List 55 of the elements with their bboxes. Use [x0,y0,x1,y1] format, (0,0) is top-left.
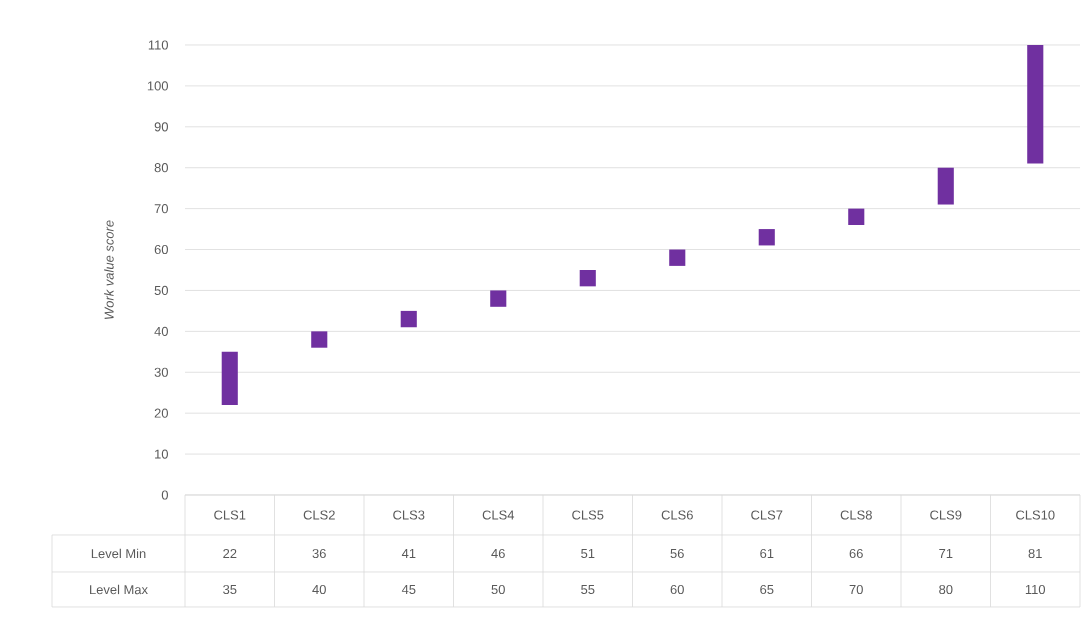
text: 66 [849,548,863,559]
x-tick-label: CLS6 [661,510,693,520]
text: 40 [312,584,326,595]
text: 81 [1028,548,1042,559]
bar [848,208,865,225]
y-tick-label: 30 [154,367,168,377]
y-tick-label: 110 [148,40,168,50]
x-tick-label: CLS9 [930,510,962,520]
text: 70 [849,584,863,595]
x-tick-label: CLS2 [303,510,335,520]
y-tick-label: 70 [154,204,168,214]
x-tick-label: CLS4 [482,510,515,520]
text: 45 [401,584,416,594]
x-tick-label: CLS3 [393,510,425,520]
y-tick-label: 60 [154,244,168,255]
x-tick-label: CLS1 [214,510,246,520]
bar [937,167,954,205]
text: 22 [223,548,237,559]
y-tick-label: 10 [155,449,168,459]
text: 56 [670,548,684,559]
text: 110 [1025,584,1046,595]
text: 65 [760,584,774,595]
y-tick-label: 20 [154,408,168,418]
text: 80 [939,584,953,595]
text: 60 [670,584,684,595]
text: Level Min [91,548,146,559]
text: 36 [312,548,326,559]
text: 46 [491,548,505,559]
y-tick-label: 40 [154,326,168,336]
y-axis-title: Work value score [104,220,114,319]
x-tick-label: CLS10 [1016,510,1055,520]
text: 41 [401,549,416,558]
bar [669,249,686,266]
text: Level Max [90,584,148,595]
bar [1027,44,1044,164]
y-tick-label: 100 [147,81,168,91]
bar [221,351,238,405]
text: 50 [491,584,505,595]
y-tick-label: 90 [154,122,168,132]
text: 51 [581,548,595,558]
x-tick-label: CLS8 [840,510,872,520]
y-tick-label: 80 [154,163,168,173]
text: 61 [760,548,774,559]
bar [400,310,417,328]
text: 35 [223,584,237,595]
bar [490,290,507,307]
bar [311,331,328,348]
y-tick-label: 0 [161,490,168,500]
text: 55 [581,584,595,594]
y-tick-label: 50 [154,285,168,296]
text: 71 [939,549,953,558]
x-tick-label: CLS7 [751,510,783,520]
x-tick-label: CLS5 [572,510,604,520]
bar [758,229,775,246]
bar [579,269,596,287]
